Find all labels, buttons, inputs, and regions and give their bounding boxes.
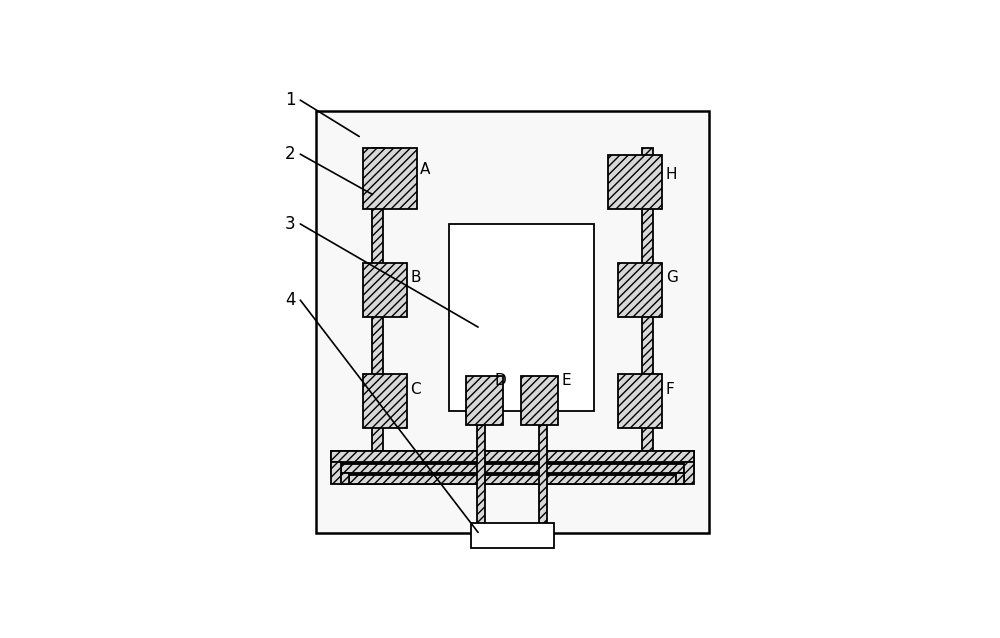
Bar	[642, 475, 677, 484]
Bar	[341, 464, 684, 473]
Text: C: C	[410, 382, 421, 397]
Bar	[608, 155, 662, 209]
Bar	[348, 475, 677, 484]
Text: 3: 3	[285, 215, 296, 233]
Bar	[340, 463, 685, 473]
Bar	[466, 376, 503, 426]
Bar	[677, 463, 685, 484]
Bar	[340, 463, 348, 484]
Bar	[331, 452, 694, 462]
Bar	[676, 473, 684, 484]
Text: E: E	[562, 373, 571, 388]
Bar	[471, 523, 554, 548]
Text: G: G	[666, 271, 678, 285]
Bar	[642, 452, 694, 462]
Bar	[349, 475, 676, 484]
Bar	[363, 263, 407, 317]
Text: B: B	[410, 271, 421, 285]
Text: H: H	[666, 167, 677, 182]
Bar	[618, 263, 662, 317]
Text: 4: 4	[285, 291, 296, 309]
Text: 1: 1	[285, 91, 296, 109]
Bar	[348, 475, 383, 484]
Bar	[331, 462, 341, 484]
Bar	[642, 148, 653, 462]
Bar	[331, 452, 694, 462]
Text: F: F	[666, 382, 675, 397]
Bar	[642, 463, 685, 473]
Bar	[349, 475, 676, 484]
Bar	[539, 426, 547, 526]
Bar	[363, 374, 407, 428]
Bar	[331, 452, 340, 473]
Bar	[341, 464, 684, 473]
Bar	[331, 452, 383, 462]
Bar	[341, 473, 349, 484]
Bar	[618, 374, 662, 428]
Bar	[477, 426, 485, 526]
Text: D: D	[495, 373, 507, 388]
Bar	[363, 148, 417, 209]
Bar	[331, 452, 694, 462]
Bar	[340, 463, 383, 473]
Text: 2: 2	[285, 145, 296, 163]
Bar	[316, 111, 709, 533]
Bar	[449, 224, 594, 411]
Text: A: A	[420, 163, 431, 177]
Bar	[521, 376, 558, 426]
Bar	[684, 462, 694, 484]
Bar	[372, 148, 383, 462]
Bar	[685, 452, 694, 473]
